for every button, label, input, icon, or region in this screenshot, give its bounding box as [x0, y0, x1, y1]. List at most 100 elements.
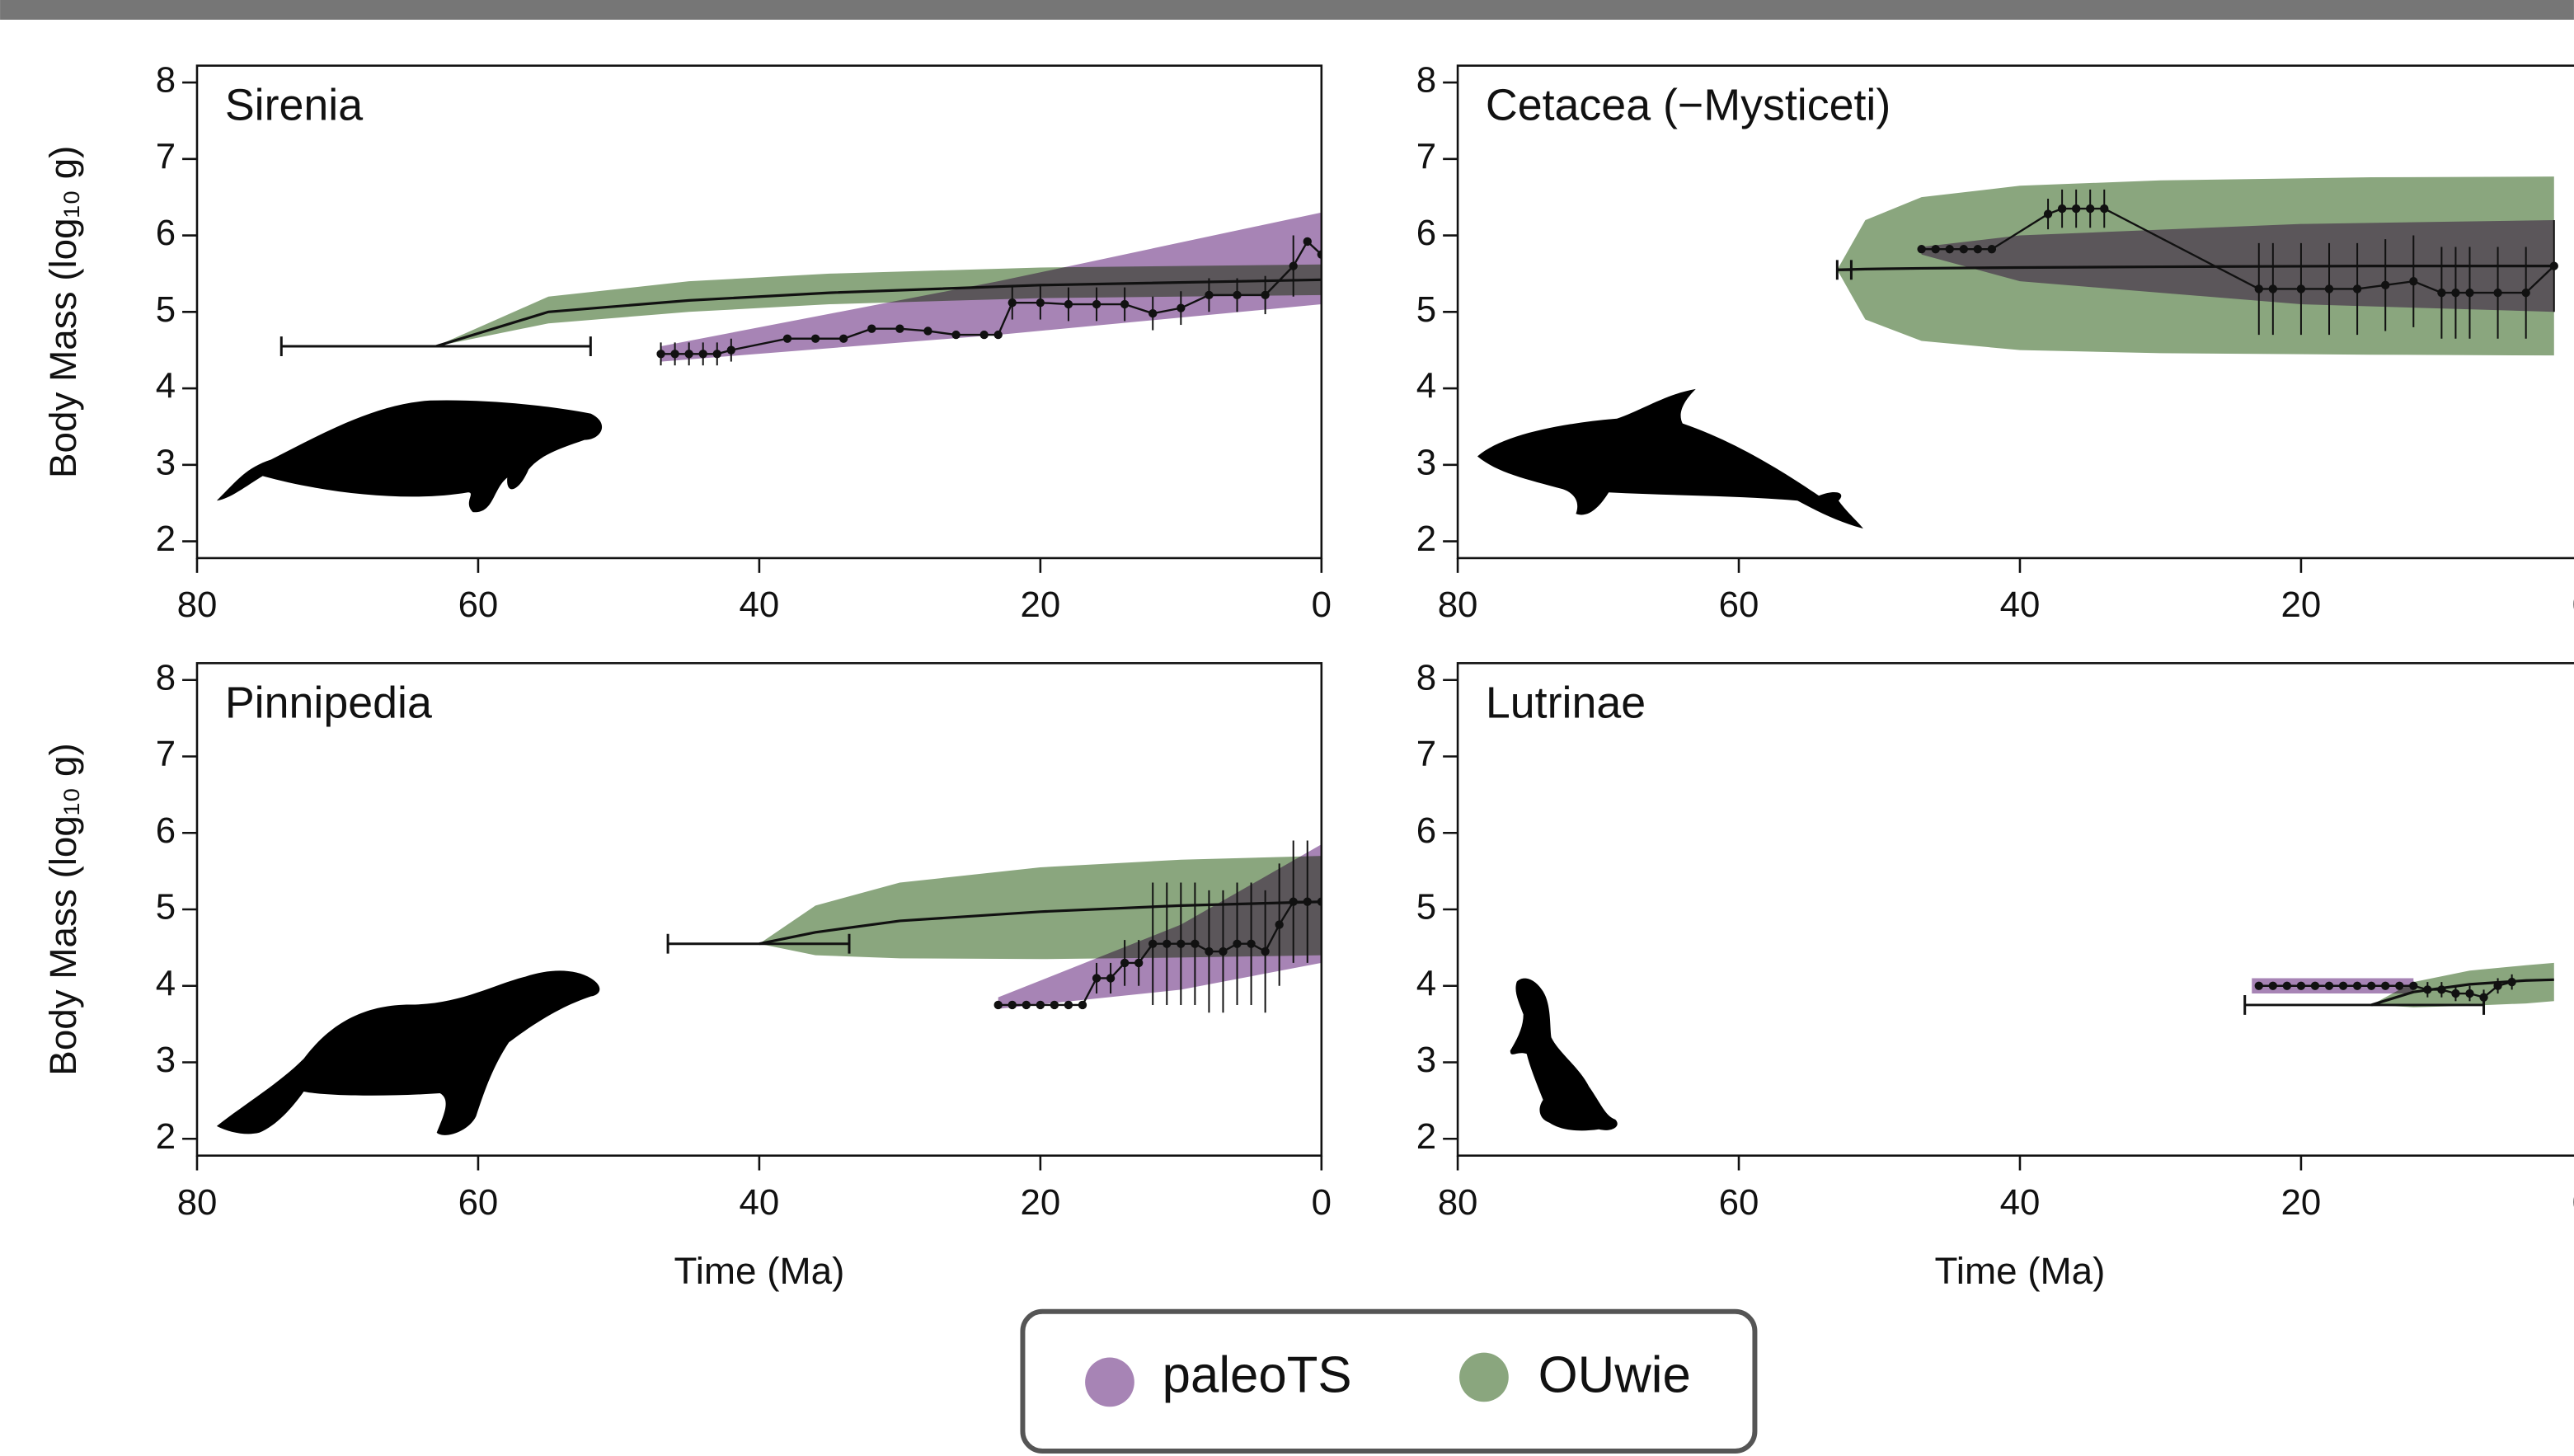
observed-point	[951, 330, 961, 340]
observed-point	[2465, 288, 2474, 298]
observed-point	[1303, 897, 1312, 906]
y-tick-label: 2	[1416, 1116, 1436, 1157]
observed-point	[1233, 939, 1242, 948]
legend-label: OUwie	[1538, 1347, 1691, 1404]
observed-point	[2493, 288, 2502, 298]
x-axis-label: Time (Ma)	[1935, 1250, 2106, 1292]
observed-point	[1064, 299, 1073, 309]
y-tick-label: 5	[156, 887, 176, 928]
observed-point	[2043, 209, 2053, 218]
y-tick-label: 4	[156, 963, 176, 1003]
observed-point	[2381, 280, 2390, 290]
observed-point	[1064, 1000, 1073, 1010]
observed-point	[1917, 245, 1926, 254]
observed-point	[2338, 981, 2348, 990]
observed-line	[660, 240, 1322, 355]
y-tick-label: 6	[156, 810, 176, 851]
x-tick-label: 40	[2000, 1182, 2041, 1223]
observed-point	[839, 334, 848, 343]
y-tick-label: 6	[1416, 810, 1436, 851]
observed-point	[2366, 981, 2376, 990]
panel: 2 3 4 5 6 7 8 80 60 40 20 0 Sirenia Body Mass (log₁₀ …	[42, 60, 1332, 626]
y-tick-label: 2	[156, 1116, 176, 1157]
observed-point	[1219, 946, 1228, 956]
y-tick-label: 7	[156, 734, 176, 774]
observed-point	[2395, 981, 2404, 990]
x-tick-label: 80	[1438, 1182, 1478, 1223]
observed-point	[1050, 1000, 1059, 1010]
observed-point	[2423, 985, 2432, 994]
panel-title: Cetacea (−Mysticeti)	[1486, 81, 1891, 130]
x-tick-label: 60	[458, 585, 499, 625]
observed-point	[1106, 974, 1116, 983]
y-tick-label: 5	[1416, 289, 1436, 330]
x-tick-label: 0	[2572, 585, 2574, 625]
observed-point	[2071, 204, 2081, 214]
ouwie-mean-line	[435, 278, 1322, 348]
x-tick-label: 0	[2572, 1182, 2574, 1223]
observed-point	[923, 326, 932, 336]
y-axis-label: Body Mass (log₁₀ g)	[42, 146, 84, 478]
panel: 2 3 4 5 6 7 8 80 60 40 20 0 Cetacea (−Mysticeti)	[1416, 60, 2574, 625]
y-tick-label: 3	[156, 1040, 176, 1080]
observed-point	[1931, 245, 1940, 254]
observed-point	[1163, 939, 1172, 948]
y-tick-label: 5	[1416, 887, 1436, 928]
observed-point	[1275, 920, 1284, 929]
root-range-bar	[666, 933, 851, 954]
observed-point	[2451, 989, 2460, 998]
x-tick-label: 40	[740, 585, 780, 625]
x-tick-label: 60	[1719, 585, 1759, 625]
legend-box	[1020, 1308, 1758, 1454]
plot-area	[2243, 962, 2554, 1015]
observed-point	[1008, 298, 1017, 308]
observed-point	[1261, 946, 1270, 956]
ouwie-mean-line	[1837, 265, 2554, 271]
plot-area	[279, 212, 1322, 366]
observed-point	[2282, 981, 2292, 990]
observed-point	[1289, 261, 1298, 270]
observed-point	[1148, 939, 1158, 948]
observed-point	[2479, 993, 2488, 1002]
y-tick-label: 4	[156, 366, 176, 406]
panel: 2 3 4 5 6 7 8 80 60 40 20 0 Lutrinae Time (Ma)	[1416, 657, 2574, 1292]
observed-point	[2352, 981, 2362, 990]
observed-point	[1134, 958, 1144, 968]
observed-point	[2324, 284, 2334, 294]
panel-frame	[1456, 662, 2574, 1157]
x-axis-label: Time (Ma)	[674, 1250, 844, 1292]
observed-point	[2268, 284, 2278, 294]
legend-label: paleoTS	[1163, 1347, 1352, 1404]
observed-point	[2310, 981, 2320, 990]
observed-point	[2451, 288, 2460, 298]
observed-point	[2437, 985, 2446, 994]
observed-point	[1205, 290, 1214, 300]
plot-area	[1835, 176, 2558, 356]
top-bar	[0, 0, 2574, 20]
observed-point	[2296, 284, 2306, 294]
dolphin-silhouette	[1477, 388, 1863, 529]
observed-point	[810, 334, 820, 343]
observed-point	[1120, 299, 1130, 309]
observed-point	[2493, 981, 2502, 990]
y-tick-label: 7	[1416, 136, 1436, 176]
x-tick-label: 80	[177, 1182, 218, 1223]
root-range-bar	[279, 336, 592, 356]
x-tick-label: 60	[458, 1182, 499, 1223]
legend-swatch	[1085, 1357, 1134, 1407]
observed-point	[656, 350, 665, 359]
y-tick-label: 6	[156, 213, 176, 253]
observed-point	[1205, 946, 1214, 956]
y-tick-label: 3	[156, 442, 176, 482]
legend-swatch	[1459, 1352, 1509, 1402]
x-tick-label: 0	[1312, 1182, 1332, 1223]
observed-point	[1959, 245, 1968, 254]
observed-point	[2254, 284, 2263, 294]
observed-point	[2465, 989, 2474, 998]
y-tick-label: 6	[1416, 213, 1436, 253]
observed-point	[2254, 981, 2263, 990]
observed-point	[1036, 298, 1045, 308]
paleots-band	[998, 844, 1322, 1009]
y-tick-label: 4	[1416, 963, 1436, 1003]
